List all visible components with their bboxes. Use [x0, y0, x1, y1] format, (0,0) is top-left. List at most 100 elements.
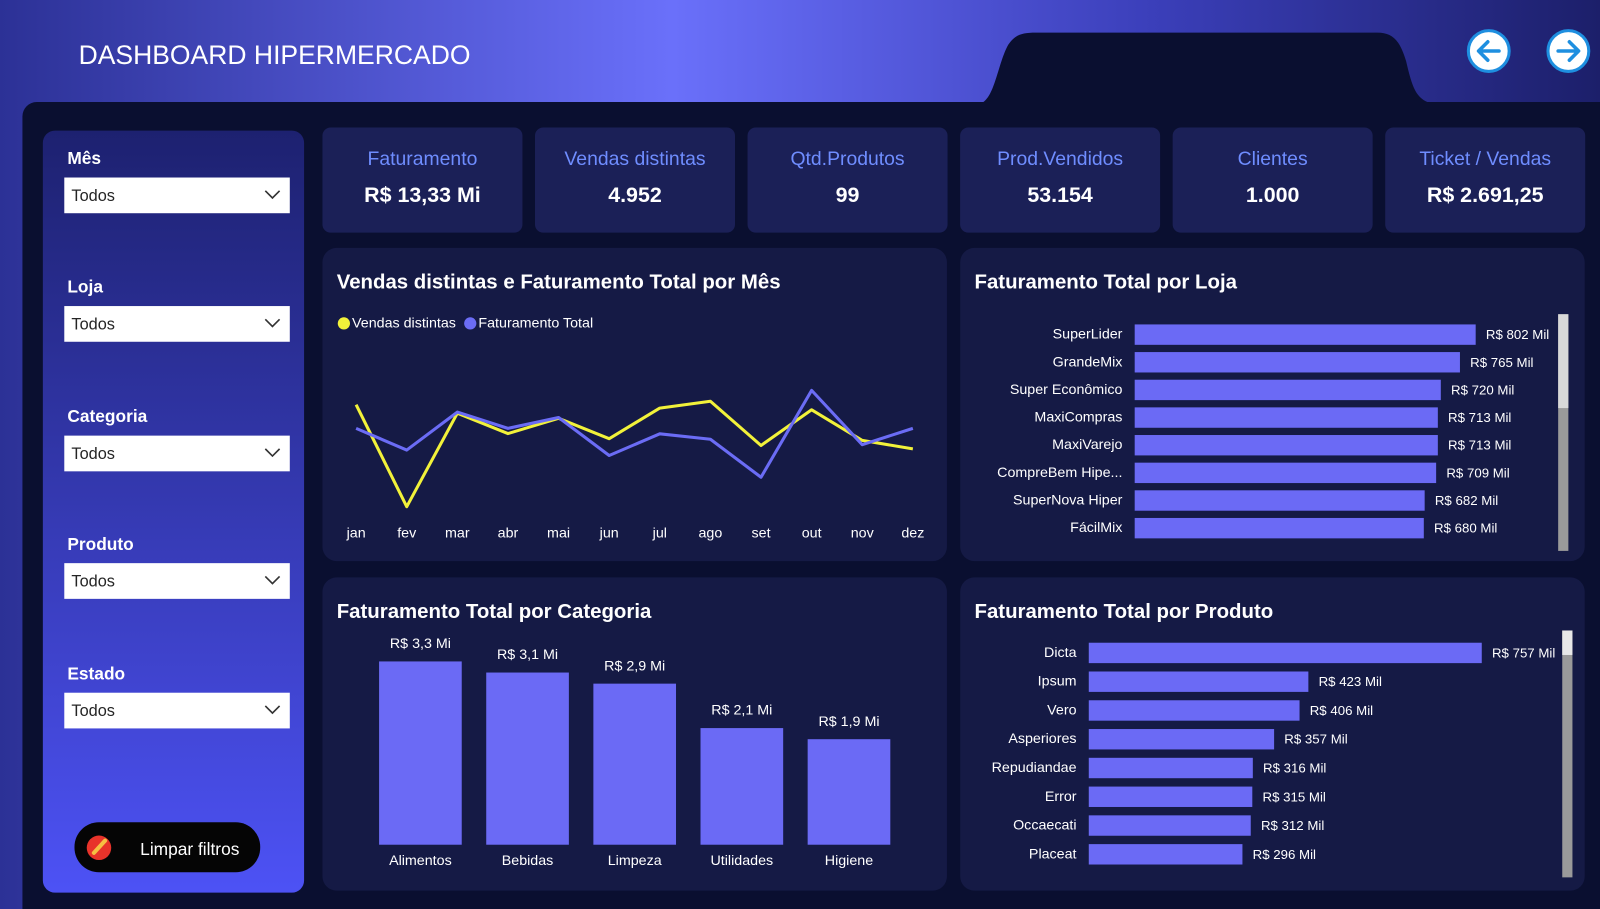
x-tick-label: out: [802, 526, 822, 542]
kpi-value: 4.952: [608, 183, 662, 207]
data-label: R$ 680 Mil: [1434, 521, 1497, 536]
data-label: R$ 713 Mil: [1448, 438, 1511, 453]
data-label: R$ 315 Mil: [1263, 789, 1326, 804]
kpi-label: Qtd.Produtos: [790, 148, 904, 170]
y-tick-label: Occaecati: [1013, 818, 1076, 834]
bar: [1088, 844, 1243, 865]
y-tick-label: SuperNova Hiper: [1013, 493, 1123, 509]
line-series: [355, 388, 914, 479]
bar: [700, 728, 784, 845]
y-tick-label: MaxiCompras: [1034, 410, 1122, 426]
line-series: [354, 399, 914, 509]
x-tick-label: nov: [851, 526, 875, 542]
scrollbar-track[interactable]: [1558, 314, 1569, 551]
bar: [1088, 815, 1251, 836]
data-label: R$ 406 Mil: [1310, 703, 1373, 718]
chevron: [264, 705, 281, 715]
kpi-label: Vendas distintas: [564, 148, 705, 170]
chevron: [264, 190, 281, 200]
bar: [1134, 324, 1476, 345]
sidebar: [42, 130, 305, 893]
y-tick-label: SuperLider: [1053, 327, 1123, 343]
y-tick-label: Placeat: [1029, 846, 1077, 862]
data-label: R$ 2,1 Mi: [711, 703, 772, 719]
x-tick-label: dez: [901, 526, 924, 542]
bar: [1134, 490, 1425, 511]
kpi-card: [960, 127, 1161, 233]
data-label: R$ 312 Mil: [1261, 818, 1324, 833]
y-tick-label: MaxiVarejo: [1052, 437, 1122, 453]
bar: [807, 739, 891, 845]
x-tick-label: jun: [599, 526, 619, 542]
dropdown[interactable]: [64, 306, 290, 342]
dropdown-value: Todos: [71, 187, 115, 205]
page-title: DASHBOARD HIPERMERCADO: [79, 40, 471, 70]
bar: [1134, 462, 1437, 484]
x-tick-label: abr: [498, 526, 519, 542]
bar: [1134, 352, 1460, 373]
scrollbar-thumb[interactable]: [1558, 314, 1569, 409]
filter-label: Estado: [67, 663, 125, 683]
y-tick-label: Dicta: [1044, 645, 1077, 661]
y-tick-label: Repudiandae: [992, 760, 1077, 776]
bar: [1134, 379, 1441, 401]
legend-marker: [337, 317, 350, 330]
data-label: R$ 296 Mil: [1253, 847, 1316, 862]
dropdown-value: Todos: [71, 573, 115, 591]
clear-filters-button[interactable]: Limpar filtros: [74, 822, 261, 873]
x-tick-label: Alimentos: [389, 853, 452, 869]
x-tick-label: Utilidades: [711, 853, 774, 869]
x-tick-label: Higiene: [825, 853, 873, 869]
bar: [1088, 786, 1253, 807]
kpi-card: [322, 127, 523, 233]
kpi-value: R$ 2.691,25: [1427, 183, 1544, 207]
dropdown[interactable]: [64, 177, 290, 214]
y-tick-label: Super Econômico: [1010, 382, 1123, 398]
bar: [486, 672, 569, 845]
y-tick-label: Vero: [1047, 702, 1076, 718]
data-label: R$ 765 Mil: [1470, 355, 1533, 370]
chevron: [264, 575, 281, 585]
kpi-value: 99: [836, 183, 860, 207]
data-label: R$ 3,1 Mi: [497, 647, 558, 663]
chart-title: Faturamento Total por Loja: [974, 272, 1237, 294]
legend-label: Faturamento Total: [478, 315, 593, 331]
data-label: R$ 682 Mil: [1435, 493, 1498, 508]
dropdown[interactable]: [64, 435, 290, 472]
filter-label: Categoria: [67, 406, 147, 426]
nav-back[interactable]: [1466, 29, 1511, 73]
nav-forward[interactable]: [1546, 29, 1591, 73]
data-label: R$ 713 Mil: [1448, 410, 1511, 425]
kpi-card: [1172, 127, 1373, 233]
bar: [1088, 700, 1300, 721]
x-tick-label: set: [752, 526, 771, 542]
dropdown[interactable]: [64, 563, 290, 599]
panel: [322, 247, 947, 562]
dropdown[interactable]: [64, 692, 290, 729]
data-label: R$ 709 Mil: [1446, 465, 1509, 480]
bar: [1088, 729, 1275, 750]
bar: [379, 661, 462, 845]
data-label: R$ 2,9 Mi: [604, 658, 665, 674]
bar: [1088, 757, 1253, 779]
kpi-value: R$ 13,33 Mi: [364, 183, 481, 207]
kpi-label: Prod.Vendidos: [997, 148, 1123, 170]
scrollbar-thumb[interactable]: [1562, 630, 1573, 655]
filter-label: Mês: [67, 148, 101, 168]
y-tick-label: GrandeMix: [1053, 354, 1123, 370]
y-tick-label: Error: [1045, 789, 1077, 805]
x-tick-label: mai: [547, 526, 570, 542]
y-tick-label: Ipsum: [1038, 674, 1077, 690]
x-tick-label: fev: [397, 526, 417, 542]
y-tick-label: FácilMix: [1070, 520, 1122, 536]
bar: [1088, 671, 1309, 692]
bar: [1088, 642, 1482, 664]
data-label: R$ 1,9 Mi: [818, 714, 879, 730]
dropdown-value: Todos: [71, 445, 115, 463]
data-label: R$ 720 Mil: [1451, 382, 1514, 397]
x-tick-label: Limpeza: [608, 853, 662, 869]
scrollbar-track[interactable]: [1562, 630, 1573, 878]
kpi-label: Ticket / Vendas: [1419, 148, 1551, 170]
x-tick-label: mar: [445, 526, 470, 542]
